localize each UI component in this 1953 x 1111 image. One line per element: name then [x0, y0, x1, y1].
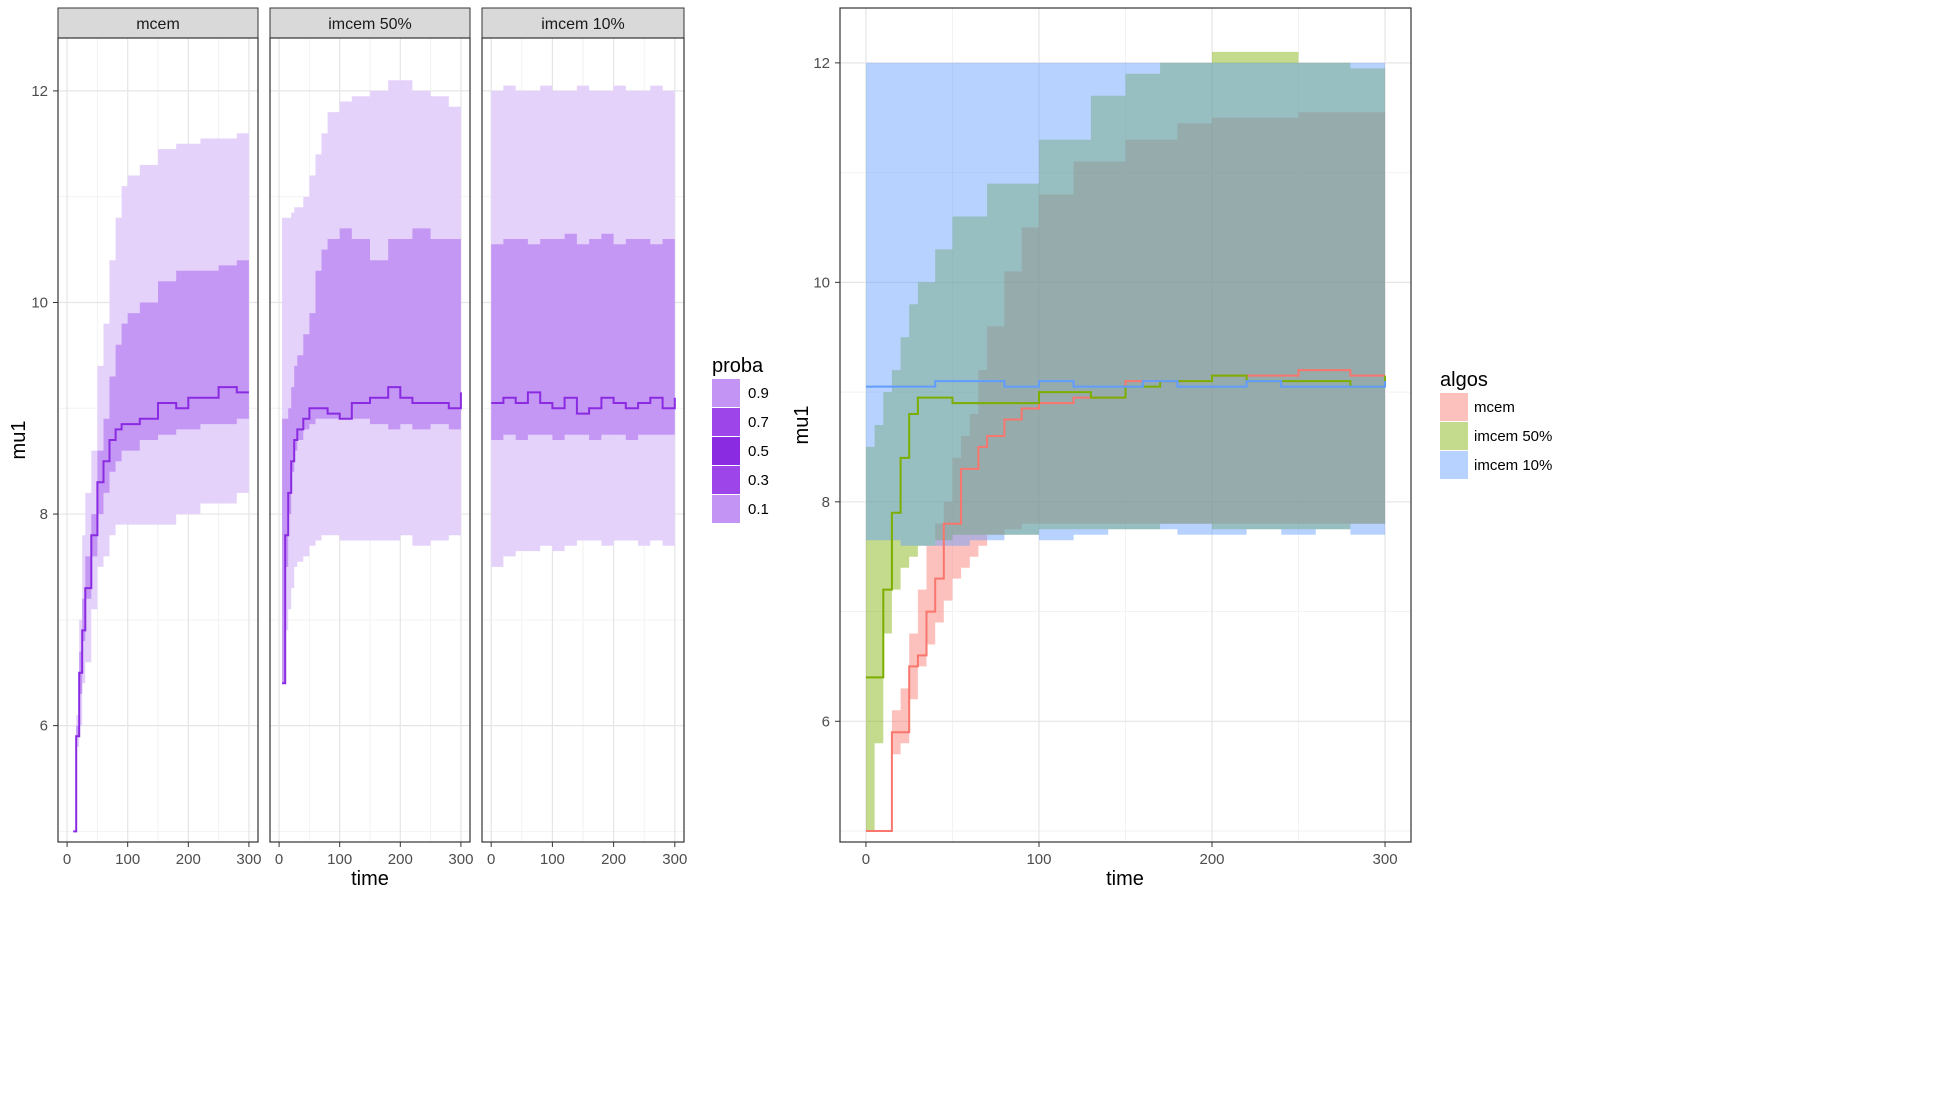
legend-swatch: [712, 495, 740, 523]
band-p30-p70: [73, 260, 249, 832]
x-tick-label: 300: [448, 851, 473, 868]
panel-border: [269, 37, 471, 843]
legend-swatch: [712, 379, 740, 407]
legend-swatch: [1440, 451, 1468, 479]
y-axis-label: mu1: [8, 421, 30, 460]
legend: proba 0.9 0.7 0.5 0.3 0.1: [712, 355, 769, 523]
facet-panel-3: imcem 10% 0 100 200 300: [481, 7, 687, 868]
y-tick-label: 12: [31, 83, 48, 100]
legend-label: imcem 10%: [1474, 457, 1552, 474]
legend-swatch: [1440, 422, 1468, 450]
legend-swatch: [1440, 393, 1468, 421]
line-imcem-10-: [866, 380, 1386, 388]
ribbon-imcem-50-: [866, 51, 1385, 831]
facet-panel-2: imcem 50% 0 100 200 300: [269, 7, 473, 868]
x-tick-label: 100: [1026, 851, 1051, 868]
x-axis-label: time: [1106, 868, 1144, 890]
legend-label: imcem 50%: [1474, 428, 1552, 445]
x-tick-label: 0: [275, 851, 283, 868]
x-tick-label: 200: [601, 851, 626, 868]
y-axis-label: mu1: [791, 406, 813, 445]
x-tick-label: 0: [63, 851, 71, 868]
legend-label: 0.7: [748, 414, 769, 431]
legend-title: proba: [712, 355, 764, 377]
algos-comparison-chart: 0 100 200 300 6 8 10 12 time mu1 algos mcem imcem 50…: [791, 7, 1552, 890]
legend-label: 0.9: [748, 385, 769, 402]
legend-label: 0.5: [748, 443, 769, 460]
panel-border: [57, 37, 259, 843]
x-tick-label: 100: [540, 851, 565, 868]
band-p30-p70: [282, 228, 461, 684]
facet-strip: [269, 7, 471, 39]
facet-label: imcem 10%: [541, 16, 625, 33]
ribbon-mcem: [866, 106, 1385, 832]
legend-swatch: [712, 437, 740, 465]
legend-label: 0.3: [748, 472, 769, 489]
x-tick-label: 0: [487, 851, 495, 868]
x-tick-label: 200: [388, 851, 413, 868]
facet-strip: [481, 7, 685, 39]
facet-panel-1: mcem 0 100 200 300 6 8 10 12: [31, 7, 261, 868]
panel-border: [839, 7, 1412, 843]
y-tick-label: 6: [822, 713, 830, 730]
legend-title: algos: [1440, 369, 1488, 391]
line-imcem-50-: [866, 374, 1386, 679]
x-tick-label: 200: [1199, 851, 1224, 868]
legend-label: mcem: [1474, 399, 1515, 416]
legend-swatch: [712, 408, 740, 436]
legend: algos mcem imcem 50% imcem 10%: [1440, 369, 1552, 479]
ribbon-imcem-10-: [866, 62, 1385, 546]
band-p30-p70: [491, 233, 675, 440]
x-tick-label: 200: [176, 851, 201, 868]
y-tick-label: 10: [813, 274, 830, 291]
median-line: [73, 386, 249, 833]
x-tick-label: 100: [115, 851, 140, 868]
y-tick-label: 8: [40, 506, 48, 523]
legend-label: 0.1: [748, 501, 769, 518]
x-tick-label: 300: [236, 851, 261, 868]
y-tick-label: 10: [31, 294, 48, 311]
facet-label: imcem 50%: [328, 16, 412, 33]
legend-swatch: [712, 466, 740, 494]
panel-border: [481, 37, 685, 843]
x-tick-label: 100: [327, 851, 352, 868]
y-tick-label: 6: [40, 718, 48, 735]
facet-strip: [57, 7, 259, 39]
x-tick-label: 300: [662, 851, 687, 868]
y-tick-label: 8: [822, 494, 830, 511]
median-line: [491, 391, 676, 415]
x-axis-label: time: [351, 868, 389, 890]
median-line: [282, 386, 462, 685]
x-tick-label: 0: [862, 851, 870, 868]
facet-label: mcem: [136, 16, 180, 33]
x-tick-label: 300: [1373, 851, 1398, 868]
y-tick-label: 12: [813, 55, 830, 72]
